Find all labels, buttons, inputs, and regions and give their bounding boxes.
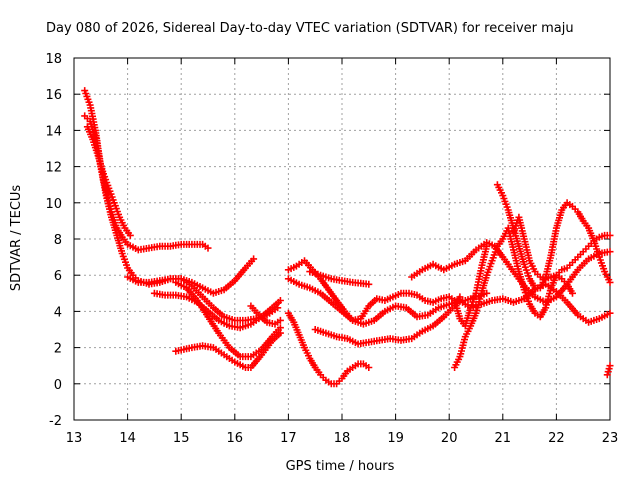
series-markers bbox=[603, 362, 614, 379]
series-track-q bbox=[510, 213, 576, 297]
y-tick-label: 10 bbox=[45, 197, 62, 212]
y-tick-label: 18 bbox=[45, 52, 62, 67]
y-tick-label: 0 bbox=[54, 378, 62, 393]
series-markers bbox=[493, 181, 614, 292]
series-track-p bbox=[493, 181, 614, 292]
y-tick-label: 8 bbox=[54, 233, 62, 248]
series-track-m bbox=[311, 293, 464, 348]
y-tick-label: 2 bbox=[54, 342, 62, 357]
data-series bbox=[81, 87, 614, 388]
series-markers bbox=[172, 329, 284, 371]
series-track-r bbox=[451, 289, 491, 306]
series-markers bbox=[247, 302, 284, 328]
series-track-f bbox=[172, 329, 284, 371]
x-tick-label: 19 bbox=[387, 431, 404, 446]
axis-ticks: 13 14 15 16 17 18 19 20 21 22 23 -2 0 2 4 6 8 10 12 14 16 18 bbox=[45, 52, 618, 446]
series-markers bbox=[311, 293, 464, 348]
x-tick-label: 15 bbox=[173, 431, 190, 446]
x-axis-label: GPS time / hours bbox=[286, 459, 395, 474]
series-track-l bbox=[306, 268, 373, 288]
x-tick-label: 20 bbox=[441, 431, 458, 446]
series-markers bbox=[150, 289, 284, 332]
series-track-c bbox=[83, 123, 134, 239]
y-axis-label: SDTVAR / TECUs bbox=[9, 185, 24, 292]
x-tick-label: 18 bbox=[334, 431, 351, 446]
y-tick-label: 4 bbox=[54, 305, 62, 320]
y-tick-label: 12 bbox=[45, 161, 62, 176]
y-tick-label: 6 bbox=[54, 269, 62, 284]
series-track-i bbox=[284, 309, 373, 388]
series-markers bbox=[81, 112, 258, 297]
series-markers bbox=[306, 268, 373, 288]
series-markers bbox=[83, 123, 134, 239]
x-tick-label: 14 bbox=[119, 431, 136, 446]
series-markers bbox=[284, 309, 373, 388]
series-track-b bbox=[81, 112, 258, 297]
series-track-k bbox=[284, 242, 491, 330]
x-tick-label: 23 bbox=[602, 431, 619, 446]
y-tick-label: 16 bbox=[45, 88, 62, 103]
x-tick-label: 13 bbox=[66, 431, 83, 446]
series-track-g bbox=[150, 289, 284, 332]
series-track-h bbox=[247, 302, 284, 328]
chart-title: Day 080 of 2026, Sidereal Day-to-day VTE… bbox=[46, 21, 574, 36]
x-tick-label: 21 bbox=[495, 431, 512, 446]
series-track-s bbox=[603, 362, 614, 379]
x-tick-label: 16 bbox=[227, 431, 244, 446]
x-tick-label: 17 bbox=[280, 431, 297, 446]
series-markers bbox=[510, 213, 576, 297]
series-markers bbox=[451, 289, 491, 306]
x-tick-label: 22 bbox=[548, 431, 565, 446]
y-tick-label: -2 bbox=[49, 414, 62, 429]
y-tick-label: 14 bbox=[45, 124, 62, 139]
grid-lines bbox=[74, 58, 610, 420]
series-markers bbox=[284, 242, 491, 330]
